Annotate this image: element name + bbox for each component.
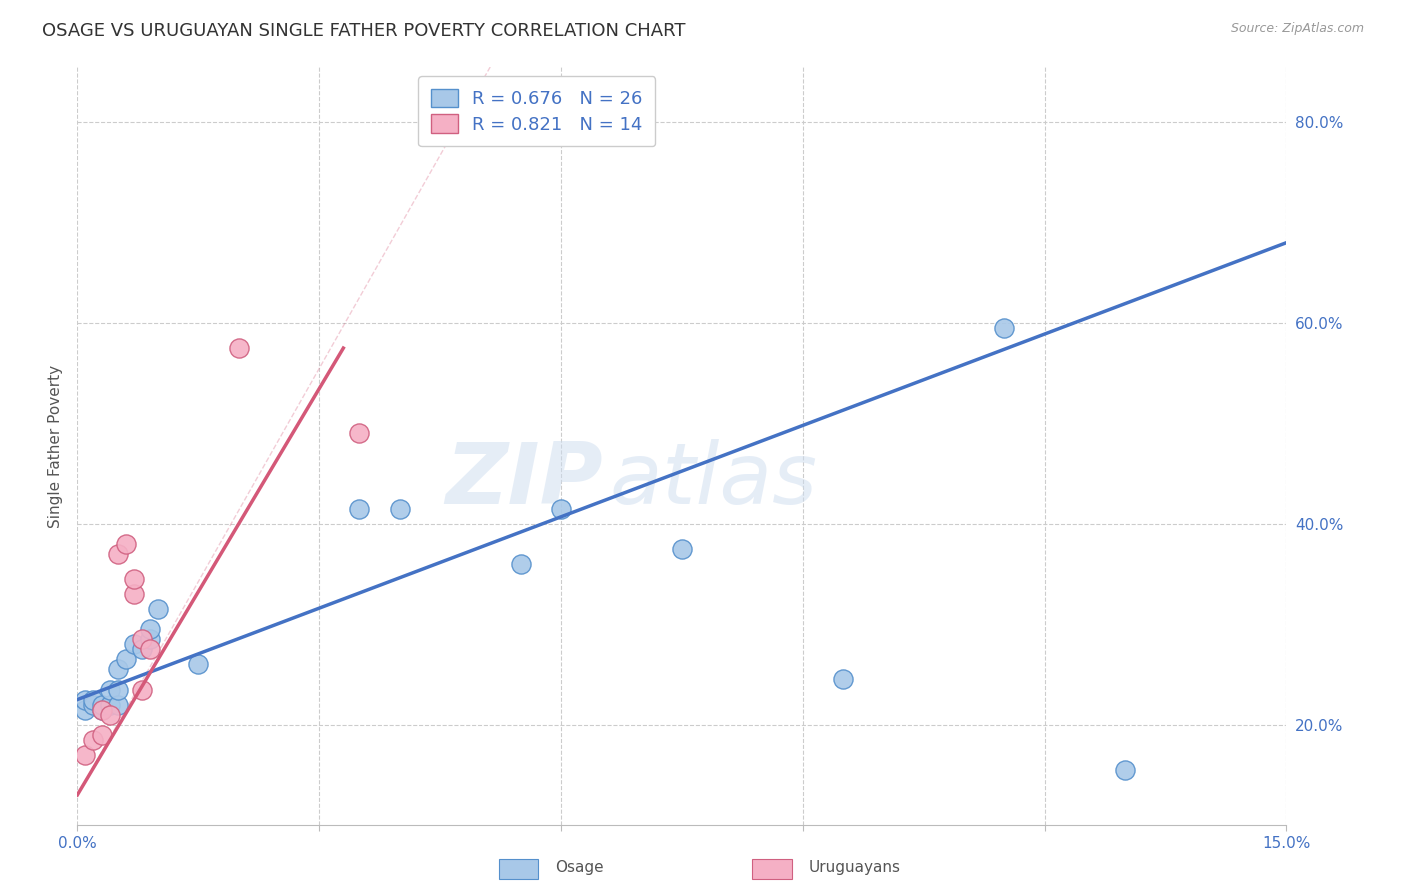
Point xyxy=(228,341,250,355)
Text: atlas: atlas xyxy=(609,439,817,522)
Legend: R = 0.676   N = 26, R = 0.821   N = 14: R = 0.676 N = 26, R = 0.821 N = 14 xyxy=(418,76,655,146)
Point xyxy=(107,682,129,697)
Point xyxy=(98,682,121,697)
Point xyxy=(90,698,112,712)
Point xyxy=(90,703,112,717)
Point xyxy=(122,587,145,601)
Point xyxy=(107,698,129,712)
Text: Source: ZipAtlas.com: Source: ZipAtlas.com xyxy=(1230,22,1364,36)
Point xyxy=(114,652,136,666)
Y-axis label: Single Father Poverty: Single Father Poverty xyxy=(48,365,63,527)
Point xyxy=(98,698,121,712)
Point xyxy=(107,547,129,561)
Point xyxy=(550,501,572,516)
Point xyxy=(122,572,145,586)
Text: Osage: Osage xyxy=(555,860,605,874)
Point xyxy=(993,321,1015,335)
Point xyxy=(349,501,371,516)
Point xyxy=(139,642,162,657)
Point xyxy=(139,632,162,647)
Point xyxy=(90,728,112,742)
Point xyxy=(509,557,531,571)
Text: Uruguayans: Uruguayans xyxy=(808,860,900,874)
Text: OSAGE VS URUGUAYAN SINGLE FATHER POVERTY CORRELATION CHART: OSAGE VS URUGUAYAN SINGLE FATHER POVERTY… xyxy=(42,22,686,40)
Point xyxy=(98,707,121,722)
Point xyxy=(82,732,104,747)
Point xyxy=(122,637,145,651)
Point xyxy=(131,632,153,647)
Point xyxy=(107,662,129,676)
Point xyxy=(131,642,153,657)
Point xyxy=(671,541,693,556)
Point xyxy=(75,703,97,717)
Point xyxy=(75,692,97,706)
Point xyxy=(349,426,371,441)
Point xyxy=(75,747,97,762)
Point xyxy=(146,602,169,616)
Point xyxy=(187,657,209,672)
Point xyxy=(114,537,136,551)
Point xyxy=(139,622,162,636)
Point xyxy=(131,682,153,697)
Point xyxy=(90,703,112,717)
Point xyxy=(832,673,855,687)
Point xyxy=(1114,763,1136,777)
Text: ZIP: ZIP xyxy=(446,439,603,522)
Point xyxy=(388,501,411,516)
Point xyxy=(82,692,104,706)
Point xyxy=(82,698,104,712)
